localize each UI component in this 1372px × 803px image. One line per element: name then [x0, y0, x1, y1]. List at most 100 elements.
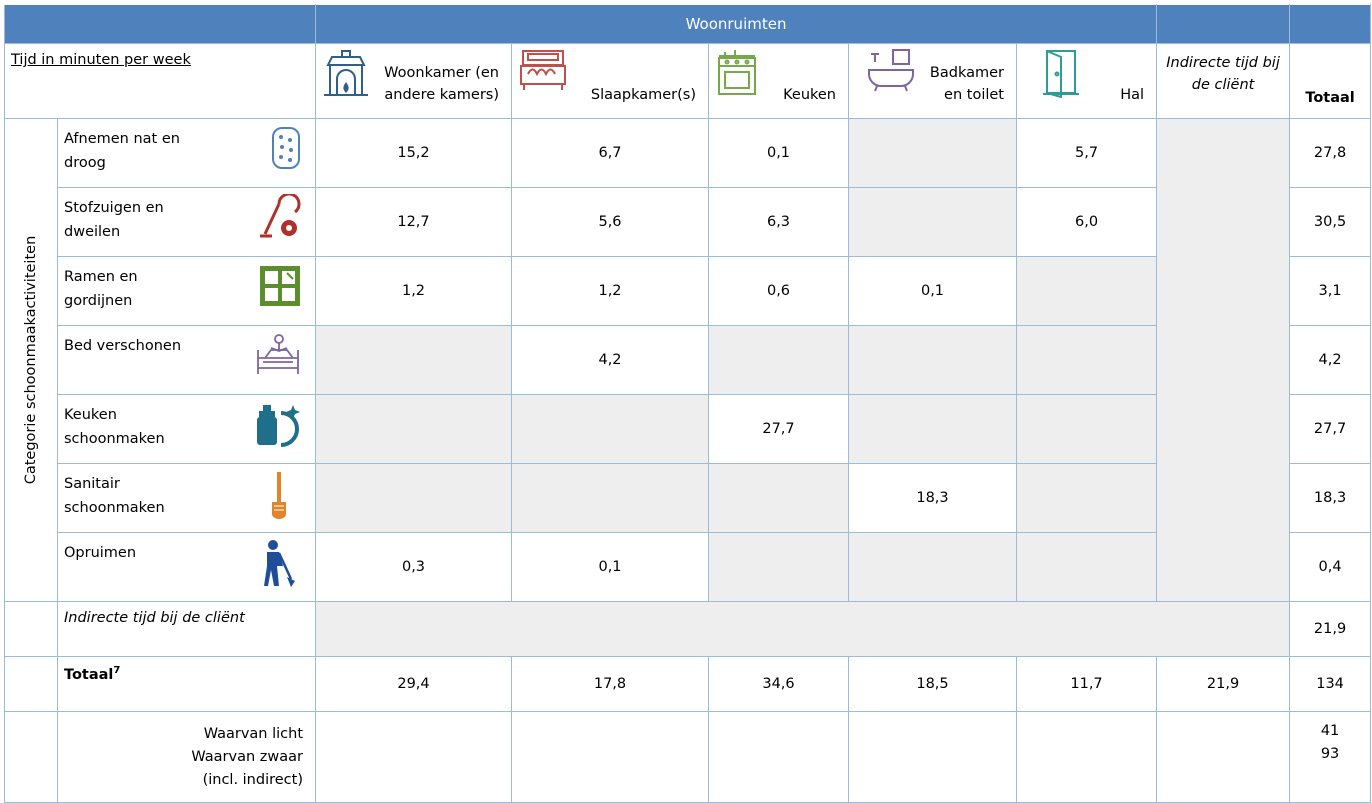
room-label: Slaapkamer(s) — [590, 87, 696, 103]
category-label: Categorie schoonmaakactiviteiten — [23, 235, 39, 485]
cell-empty — [315, 463, 512, 533]
total-header: Totaal — [1289, 43, 1372, 119]
cell-value: 1,2 — [315, 256, 512, 326]
cell-empty — [315, 325, 512, 395]
cell-empty — [511, 463, 709, 533]
cell-value: 5,6 — [511, 187, 709, 257]
total-row-label: Totaal — [64, 666, 114, 683]
breakdown-empty — [1156, 711, 1291, 803]
category-label-cell: Categorie schoonmaakactiviteiten — [4, 118, 58, 602]
cell-empty — [315, 394, 512, 464]
total-row-label-cell: Totaal7 — [57, 656, 316, 712]
band-empty-total — [1289, 4, 1372, 44]
activity-label: Stofzuigen en dweilen — [64, 200, 164, 240]
cell-value: 27,7 — [708, 394, 849, 464]
activity-row-stofzuigen: Stofzuigen en dweilen 12,7 5,6 6,3 6,0 3… — [5, 187, 1372, 257]
cell-empty — [848, 118, 1017, 188]
breakdown-values: 41 93 — [1289, 711, 1372, 803]
indirect-row: Indirecte tijd bij de cliënt 21,9 — [4, 601, 1372, 657]
activity-cell: Keuken schoonmaken — [57, 394, 316, 464]
heavy-label: Waarvan zwaar (incl. indirect) — [191, 748, 303, 788]
room-label: Hal — [1120, 87, 1145, 103]
detergent-icon — [253, 401, 303, 457]
cell-value: 15,2 — [315, 118, 512, 188]
grand-total: 134 — [1289, 656, 1372, 712]
cell-value: 6,3 — [708, 187, 849, 257]
cell-value: 0,1 — [511, 532, 709, 602]
cell-empty — [848, 394, 1017, 464]
activity-cell: Opruimen — [57, 532, 316, 602]
cell-empty — [1015, 463, 1158, 533]
cell-value: 18,3 — [848, 463, 1017, 533]
breakdown-labels: Waarvan licht Waarvan zwaar (incl. indir… — [57, 711, 316, 803]
band-empty-indirect — [1156, 4, 1291, 44]
footnote-marker: 7 — [113, 665, 121, 676]
tidying-person-icon — [261, 539, 295, 597]
cell-empty — [848, 532, 1017, 602]
indirect-row-shaded — [314, 601, 1291, 657]
sponge-icon — [269, 125, 303, 179]
vacuum-cleaner-icon — [257, 192, 303, 248]
light-label: Waarvan licht — [203, 725, 303, 742]
toilet-brush-icon — [269, 470, 289, 528]
room-label: Keuken — [783, 87, 836, 103]
indirect-row-empty — [4, 601, 58, 657]
column-total: 17,8 — [511, 656, 709, 712]
room-header-woonkamer: Woonkamer (en andere kamers) — [315, 43, 512, 119]
activity-row-afnemen: Categorie schoonmaakactiviteiten Afnemen… — [4, 118, 1372, 602]
row-total: 3,1 — [1289, 256, 1372, 326]
window-icon — [257, 263, 303, 317]
row-total: 18,3 — [1289, 463, 1372, 533]
total-row: Totaal7 29,4 17,8 34,6 18,5 11,7 21,9 13… — [4, 656, 1372, 712]
group-title: Woonruimten — [314, 4, 1158, 44]
activity-label: Bed verschonen — [64, 338, 182, 354]
activity-cell: Afnemen nat en droog — [57, 118, 316, 188]
breakdown-empty — [848, 711, 1017, 803]
activity-cell: Stofzuigen en dweilen — [57, 187, 316, 257]
header-band: Woonruimten — [4, 4, 1372, 44]
cell-empty — [1015, 256, 1158, 326]
activity-row-keuken: Keuken schoonmaken 27,7 27,7 — [5, 394, 1372, 464]
bed-icon — [518, 48, 568, 98]
activity-label: Sanitair schoonmaken — [64, 476, 165, 516]
cell-empty — [1015, 394, 1158, 464]
column-total: 29,4 — [315, 656, 512, 712]
cell-empty — [708, 463, 849, 533]
row-label: Tijd in minuten per week — [4, 43, 316, 119]
cell-empty — [708, 325, 849, 395]
row-total: 0,4 — [1289, 532, 1372, 602]
indirect-empty-block — [1156, 118, 1291, 602]
row-total: 27,8 — [1289, 118, 1372, 188]
total-row-empty — [4, 656, 58, 712]
row-total: 4,2 — [1289, 325, 1372, 395]
row-total: 27,7 — [1289, 394, 1372, 464]
activity-cell: Ramen en gordijnen — [57, 256, 316, 326]
breakdown-empty — [511, 711, 709, 803]
activity-row-sanitair: Sanitair schoonmaken 18,3 18,3 — [5, 463, 1372, 533]
cell-value: 6,0 — [1015, 187, 1158, 257]
cleaning-time-table: Woonruimten Tijd in minuten per week Woo… — [4, 4, 1372, 803]
band-empty-left — [4, 4, 316, 44]
breakdown-empty — [708, 711, 849, 803]
activity-label: Keuken schoonmaken — [64, 407, 165, 447]
activity-row-bed: Bed verschonen 4,2 4,2 — [5, 325, 1372, 395]
indirect-header: Indirecte tijd bij de cliënt — [1156, 43, 1291, 119]
cell-value: 0,6 — [708, 256, 849, 326]
room-label: Badkamer en toilet — [929, 65, 1004, 103]
cell-value: 0,3 — [315, 532, 512, 602]
activity-cell: Bed verschonen — [57, 325, 316, 395]
cell-empty — [1015, 532, 1158, 602]
indirect-row-total: 21,9 — [1289, 601, 1372, 657]
cell-value: 12,7 — [315, 187, 512, 257]
cell-value: 0,1 — [848, 256, 1017, 326]
room-header-hal: Hal — [1015, 43, 1158, 119]
stove-icon — [715, 48, 759, 102]
room-header-slaapkamer: Slaapkamer(s) — [511, 43, 709, 119]
room-header-badkamer: Badkamer en toilet — [848, 43, 1017, 119]
breakdown-empty — [1015, 711, 1158, 803]
column-header-row: Tijd in minuten per week Woonkamer (en a… — [4, 43, 1372, 119]
room-header-keuken: Keuken — [708, 43, 849, 119]
cell-empty — [708, 532, 849, 602]
room-label: Woonkamer (en andere kamers) — [384, 65, 499, 103]
activity-label: Ramen en gordijnen — [64, 269, 138, 309]
